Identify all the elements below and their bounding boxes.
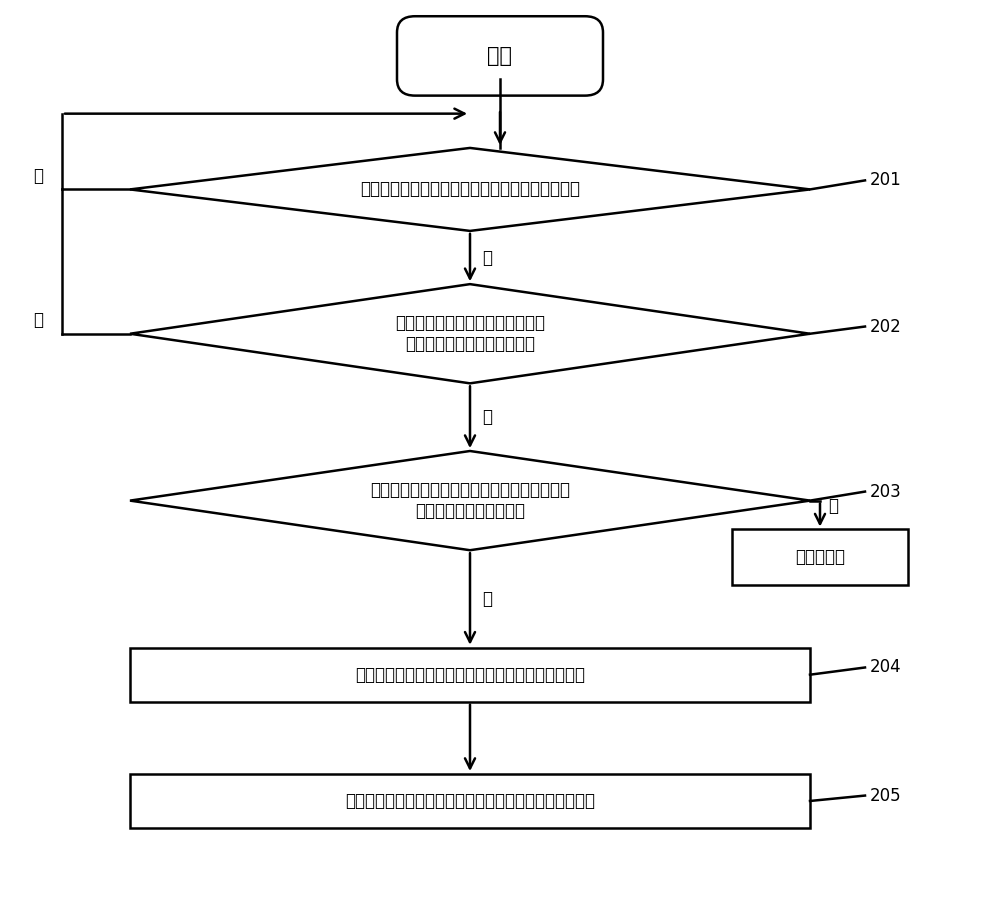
- Text: 判断电容触摸屏的电容值的电容变
化量是否超过预置的电容阈值: 判断电容触摸屏的电容值的电容变 化量是否超过预置的电容阈值: [395, 314, 545, 354]
- Text: 205: 205: [870, 787, 902, 805]
- Text: 检测移动设备的电容触摸屏的电容值是否发生变化: 检测移动设备的电容触摸屏的电容值是否发生变化: [360, 180, 580, 198]
- Text: 否: 否: [33, 167, 43, 185]
- Polygon shape: [130, 284, 810, 383]
- Text: 201: 201: [870, 171, 902, 189]
- Text: 结束本流程: 结束本流程: [795, 548, 845, 566]
- FancyBboxPatch shape: [397, 16, 603, 96]
- Text: 202: 202: [870, 318, 902, 336]
- Text: 是: 是: [33, 311, 43, 329]
- Bar: [130, 774, 810, 828]
- Text: 判断电容触摸屏的电容值的电容变化量是否在
超过预置时长内保持不变: 判断电容触摸屏的电容值的电容变化量是否在 超过预置时长内保持不变: [370, 481, 570, 520]
- Polygon shape: [130, 148, 810, 231]
- Text: 203: 203: [870, 483, 902, 501]
- Polygon shape: [130, 451, 810, 550]
- Text: 是: 是: [482, 249, 492, 266]
- Bar: [732, 529, 908, 585]
- Bar: [130, 648, 810, 702]
- Text: 否: 否: [828, 497, 838, 515]
- Text: 是: 是: [482, 590, 492, 608]
- Text: 开始: 开始: [488, 46, 512, 66]
- Text: 204: 204: [870, 658, 902, 676]
- Text: 移动设备将移动设备的当前输入方式切换至语音输入方式: 移动设备将移动设备的当前输入方式切换至语音输入方式: [345, 792, 595, 810]
- Text: 否: 否: [482, 409, 492, 426]
- Text: 移动设备确定移动设备的电容触摸屏上沾有导电介质: 移动设备确定移动设备的电容触摸屏上沾有导电介质: [355, 666, 585, 684]
